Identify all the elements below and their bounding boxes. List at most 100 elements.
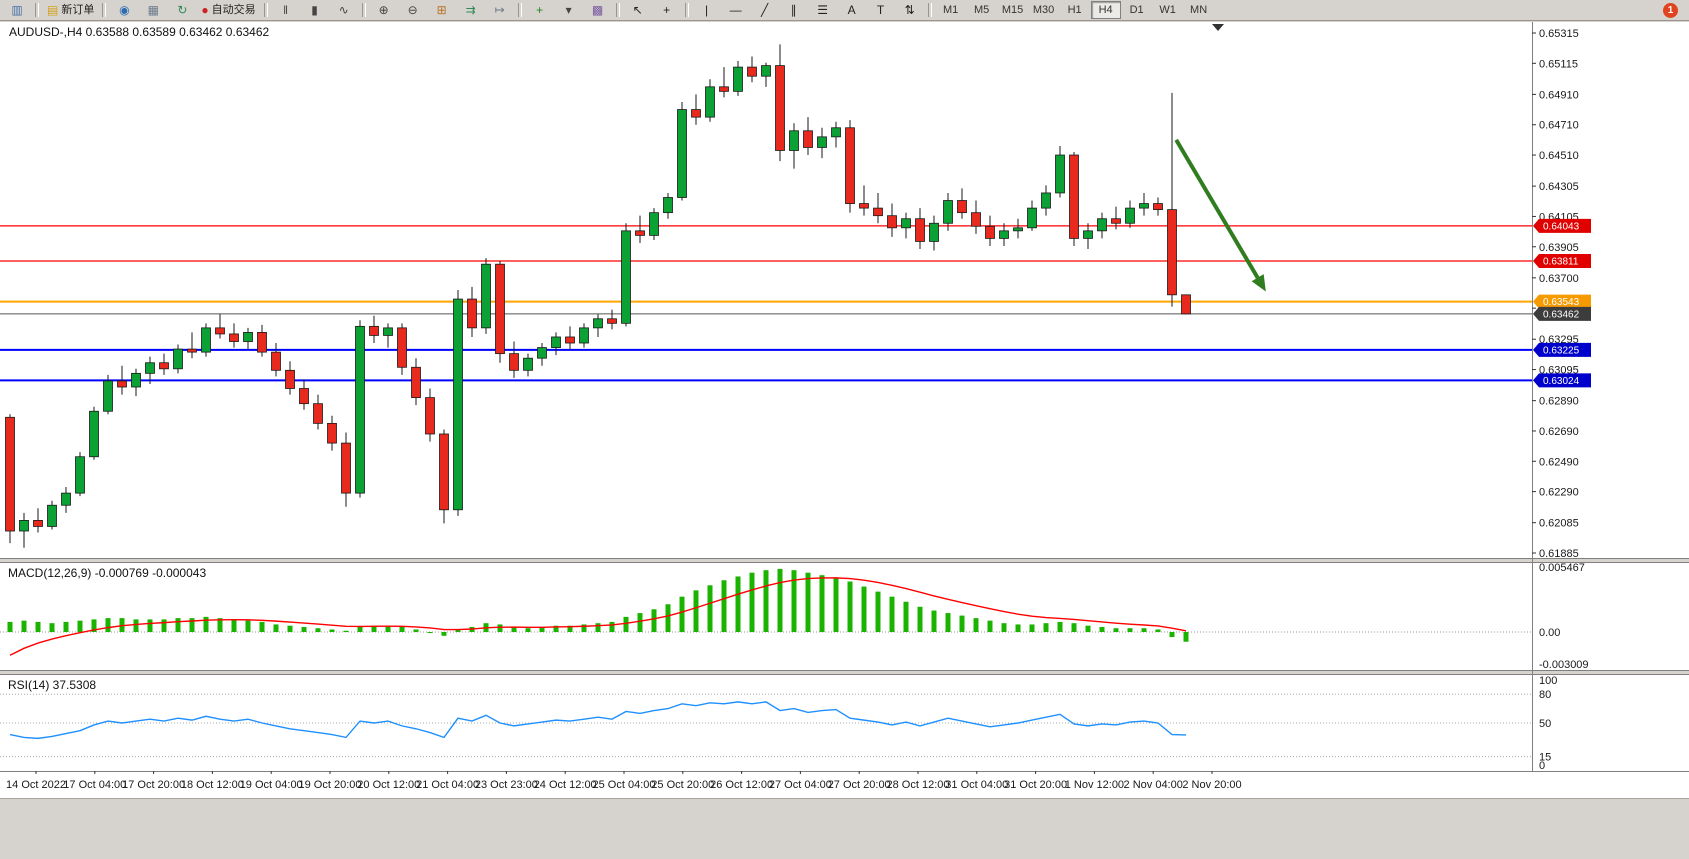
toolbar-separator [263,3,268,17]
price-tag: 0.63811 [1533,254,1591,269]
mql5-community-icon-icon: ◉ [119,3,130,17]
arrows-button[interactable]: ⇅ [895,0,924,20]
refresh-icon-button[interactable]: ↻ [168,0,197,20]
trend-arrow-object[interactable] [1174,138,1266,292]
time-tick-label: 19 Oct 04:00 [240,779,303,791]
rsi-tick-label: 80 [1539,689,1551,701]
time-tick-label: 17 Oct 04:00 [63,779,126,791]
time-tick-label: 17 Oct 20:00 [122,779,185,791]
line-chart-type-button[interactable]: ∿ [329,0,358,20]
time-tick-label: 24 Oct 12:00 [534,779,597,791]
timeframe-button-m1[interactable]: M1 [935,1,966,19]
chart-shift-marker [1212,24,1224,31]
periods-dropdown-icon: ▾ [565,3,572,17]
price-tick-label: 0.61885 [1539,548,1579,560]
main-chart-panel[interactable] [0,24,1532,548]
notification-badge[interactable]: 1 [1663,2,1678,18]
rsi-tick-label: 100 [1539,675,1557,687]
bar-chart-type-button[interactable]: ‖ [271,0,300,20]
text-icon: A [847,3,856,17]
zoom-out-button[interactable]: ⊖ [398,0,427,20]
bottom-workspace [0,798,1689,859]
autotrading-button[interactable]: ● 自动交易 [197,0,260,20]
time-tick-label: 18 Oct 12:00 [181,779,244,791]
text-label-icon: T [876,3,885,17]
price-axis[interactable]: 0.65315 0.65115 0.64910 0.64710 0.64510 0.643… [1532,28,1591,560]
time-tick-label: 2 Nov 04:00 [1124,779,1183,791]
timeframe-button-d1[interactable]: D1 [1121,1,1152,19]
panel-splitter[interactable] [0,558,1689,563]
price-tick-label: 0.63700 [1539,273,1579,285]
time-tick-label: 28 Oct 12:00 [887,779,950,791]
indicators-list-icon: + [536,3,544,17]
macd-panel[interactable] [0,568,1532,656]
periods-dropdown-button[interactable]: ▾ [554,0,583,20]
new-chart-button[interactable]: ▥ [3,0,31,20]
price-tick-label: 0.64510 [1539,150,1579,162]
auto-scroll-icon: ⇉ [465,3,476,17]
timeframe-button-m5[interactable]: M5 [966,1,997,19]
templates-icon: ▩ [591,3,604,17]
chart-background [0,22,1689,798]
fibonacci-button[interactable]: ☰ [808,0,837,20]
time-tick-label: 31 Oct 20:00 [1004,779,1067,791]
time-tick-label: 25 Oct 04:00 [593,779,656,791]
panel-splitter[interactable] [0,670,1689,675]
crosshair-button[interactable]: + [652,0,681,20]
timeframe-button-m15[interactable]: M15 [997,1,1028,19]
time-tick-label: 27 Oct 20:00 [828,779,891,791]
toolbar-separator [684,3,689,17]
mql5-community-icon-button[interactable]: ◉ [110,0,139,20]
price-tick-label: 0.65315 [1539,28,1579,40]
time-tick-label: 31 Oct 04:00 [945,779,1008,791]
rsi-panel[interactable] [0,693,1532,758]
horizontal-line-button[interactable]: — [721,0,750,20]
chart-shift-button[interactable]: ↦ [485,0,514,20]
data-window-icon-icon: ▦ [147,3,160,17]
candlestick-chart-type-button[interactable]: ▮ [300,0,329,20]
macd-tick-label: 0.005467 [1539,562,1585,574]
new-order-icon: ▤ [47,3,59,17]
timeframe-button-m30[interactable]: M30 [1028,1,1059,19]
cursor-icon: ↖ [632,3,643,17]
trendline-button[interactable]: ╱ [750,0,779,20]
vertical-line-button[interactable]: | [692,0,721,20]
equidistant-channel-button[interactable]: ∥ [779,0,808,20]
text-label-button[interactable]: T [866,0,895,20]
toolbar-separator [927,3,932,17]
zoom-in-button[interactable]: ⊕ [369,0,398,20]
time-tick-label: 26 Oct 12:00 [710,779,773,791]
price-tick-label: 0.62890 [1539,396,1579,408]
time-tick-label: 1 Nov 12:00 [1065,779,1124,791]
macd-tick-label: -0.003009 [1539,659,1589,671]
chart-title: AUDUSD-,H4 0.63588 0.63589 0.63462 0.634… [9,25,270,39]
rsi-tick-label: 15 [1539,752,1551,764]
timeframe-button-h1[interactable]: H1 [1059,1,1090,19]
auto-scroll-button[interactable]: ⇉ [456,0,485,20]
toolbar-separator [35,3,39,17]
toolbar-separator [102,3,107,17]
time-tick-label: 21 Oct 04:00 [416,779,479,791]
timeframe-button-w1[interactable]: W1 [1152,1,1183,19]
indicators-list-button[interactable]: + [525,0,554,20]
tile-windows-button[interactable]: ⊞ [427,0,456,20]
autotrading-icon: ● [201,3,209,17]
timeframe-button-mn[interactable]: MN [1183,1,1214,19]
price-tick-label: 0.64910 [1539,89,1579,101]
price-tag: 0.63462 [1533,306,1591,321]
cursor-button[interactable]: ↖ [623,0,652,20]
timeframe-button-h4[interactable]: H4 [1090,1,1121,19]
price-tick-label: 0.62290 [1539,487,1579,499]
data-window-icon-button[interactable]: ▦ [139,0,168,20]
macd-axis: 0.005467 0.00 -0.003009 [1539,562,1589,671]
rsi-indicator-label: RSI(14) 37.5308 [8,678,97,692]
templates-button[interactable]: ▩ [583,0,612,20]
text-button[interactable]: A [837,0,866,20]
price-tick-label: 0.62490 [1539,456,1579,468]
new-order-button[interactable]: ▤ 新订单 [43,0,99,20]
macd-indicator-label: MACD(12,26,9) -0.000769 -0.000043 [8,566,207,580]
rsi-line [9,701,1187,740]
